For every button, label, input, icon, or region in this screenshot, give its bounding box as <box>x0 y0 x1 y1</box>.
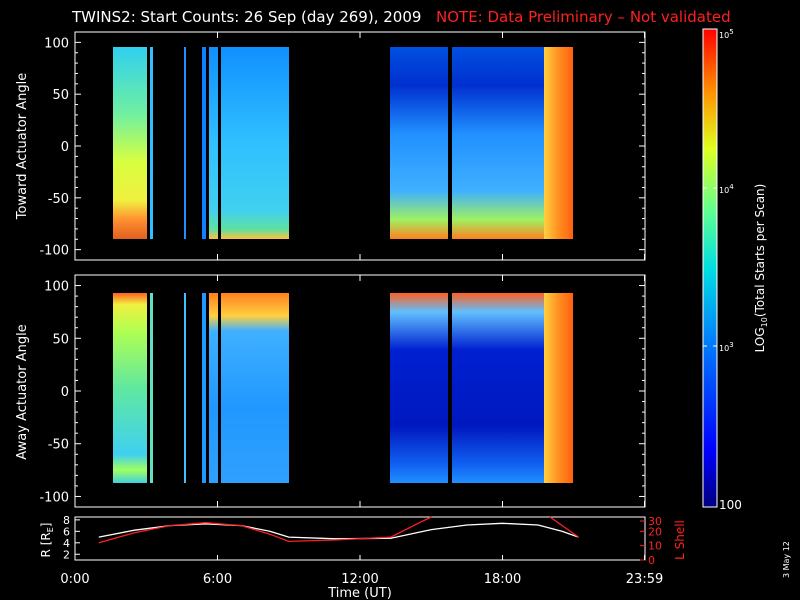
lshell-tick-label: 30 <box>648 515 662 528</box>
toward-y-label: Toward Actuator Angle <box>15 73 30 220</box>
y-tick-label: 50 <box>52 332 69 347</box>
toward-block-4 <box>390 47 448 239</box>
away-y-ticks: 100 50 0 -50 -100 <box>39 275 646 507</box>
time-tick-label: 0:00 <box>60 572 89 587</box>
colorbar-tick-1e3: 103 <box>719 341 734 353</box>
toward-strip-3 <box>202 47 206 239</box>
away-edge-band <box>544 293 573 483</box>
toward-edge-band <box>544 47 573 239</box>
r-tick-label: 6 <box>63 525 70 538</box>
away-y-label: Away Actuator Angle <box>15 324 30 459</box>
lshell-series-line <box>98 516 432 544</box>
toward-strip-1 <box>150 47 153 239</box>
time-tick-label: 23:59 <box>626 572 663 587</box>
y-tick-label: -50 <box>48 192 69 207</box>
away-block-5 <box>452 293 544 483</box>
colorbar-tick-1e5: 105 <box>719 28 734 40</box>
preliminary-note: NOTE: Data Preliminary – Not validated <box>436 8 731 26</box>
colorbar-tick-1e4: 104 <box>719 183 734 195</box>
away-strip-3 <box>202 293 206 483</box>
away-block-4 <box>390 293 448 483</box>
colorbar: 105 104 103 100 LOG10(Total Starts per S… <box>702 28 769 512</box>
toward-block-2 <box>209 47 218 239</box>
lshell-series-line <box>549 516 579 538</box>
r-tick-label: 8 <box>63 514 70 527</box>
lshell-tick-label: 10 <box>648 540 662 553</box>
orbit-lines <box>98 516 579 544</box>
time-axis-ticks: 0:00 6:00 12:00 18:00 23:59 <box>60 555 663 587</box>
toward-angle-panel: 100 50 0 -50 -100 Toward Actuator Angle <box>15 31 646 261</box>
time-tick-label: 18:00 <box>484 572 521 587</box>
away-block-3 <box>221 293 289 483</box>
colorbar-tick-100: 100 <box>719 498 742 512</box>
away-strip-1 <box>150 293 153 483</box>
lshell-axis-label: L Shell <box>673 520 687 560</box>
y-tick-label: 0 <box>61 140 69 155</box>
away-block-2 <box>209 293 218 483</box>
r-tick-label: 4 <box>63 537 70 550</box>
y-tick-label: 50 <box>52 88 69 103</box>
time-tick-label: 6:00 <box>203 572 232 587</box>
y-tick-label: 100 <box>44 280 69 295</box>
time-tick-label: 12:00 <box>341 572 378 587</box>
y-tick-label: -100 <box>39 490 69 505</box>
date-stamp: 3 May 12 <box>782 541 791 578</box>
colorbar-gradient <box>702 28 718 508</box>
y-tick-label: 100 <box>44 36 69 51</box>
toward-y-ticks: 100 50 0 -50 -100 <box>39 32 646 260</box>
figure-title: TWINS2: Start Counts: 26 Sep (day 269), … <box>71 8 421 26</box>
y-tick-label: -50 <box>48 438 69 453</box>
toward-block-1 <box>113 47 147 239</box>
lshell-tick-label: 0 <box>648 554 655 567</box>
time-axis-label: Time (UT) <box>327 586 392 600</box>
r-axis-label: R [RE] <box>39 523 55 558</box>
away-block-1 <box>113 293 147 483</box>
y-tick-label: 0 <box>61 385 69 400</box>
away-strip-2 <box>184 293 186 483</box>
toward-block-5 <box>452 47 544 239</box>
r-tick-label: 2 <box>63 548 70 561</box>
toward-angle-heatmap <box>113 47 573 239</box>
away-angle-panel: 100 50 0 -50 -100 Away Actuator Angle <box>15 274 646 508</box>
toward-block-3 <box>221 47 289 239</box>
colorbar-label: LOG10(Total Starts per Scan) <box>753 184 769 353</box>
away-angle-heatmap <box>113 293 573 483</box>
y-tick-label: -100 <box>39 244 69 259</box>
lshell-tick-label: 20 <box>648 525 662 538</box>
toward-strip-2 <box>184 47 186 239</box>
